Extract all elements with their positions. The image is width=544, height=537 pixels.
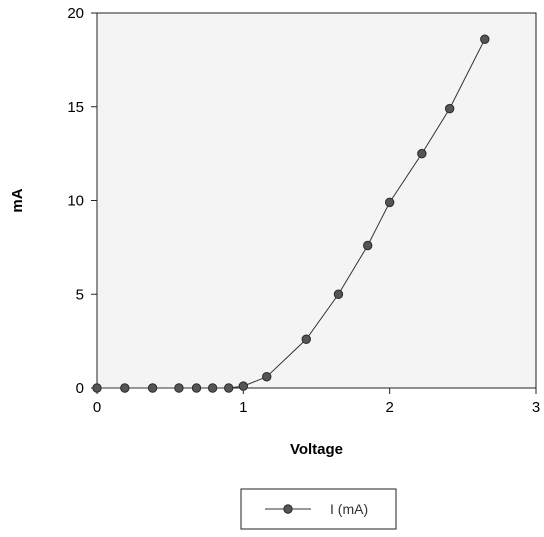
legend: I (mA) (240, 488, 397, 530)
data-point (191, 383, 202, 393)
legend-label: I (mA) (330, 501, 368, 517)
data-point (444, 103, 455, 114)
data-point (147, 383, 158, 393)
legend-box (240, 488, 397, 530)
x-axis: 0 1 2 3 (93, 388, 540, 416)
data-point (480, 34, 490, 44)
y-axis: 0 5 10 15 20 (67, 5, 97, 397)
data-point (301, 334, 311, 344)
data-point (174, 383, 184, 393)
y-tick-label: 15 (67, 99, 84, 116)
series-line (97, 39, 486, 389)
y-axis-title: mA (9, 188, 26, 212)
y-tick-label: 0 (76, 380, 84, 397)
x-axis-title: Voltage (290, 441, 343, 458)
data-point (384, 197, 395, 208)
y-tick-label: 10 (67, 193, 84, 210)
data-points (92, 34, 490, 393)
data-point (207, 383, 218, 393)
data-point (92, 383, 102, 393)
data-point (333, 289, 344, 299)
x-tick-label: 3 (532, 399, 540, 416)
data-point (363, 240, 373, 251)
y-tick-label: 20 (67, 5, 84, 22)
x-tick-label: 1 (239, 399, 247, 416)
data-point (417, 148, 427, 159)
x-tick-label: 0 (93, 399, 101, 416)
y-tick-label: 5 (76, 286, 84, 303)
data-point (262, 372, 272, 382)
data-point (224, 383, 234, 393)
x-tick-label: 2 (385, 399, 393, 416)
data-point (120, 383, 130, 393)
legend-marker-swatch (283, 504, 293, 514)
data-point (238, 381, 249, 391)
